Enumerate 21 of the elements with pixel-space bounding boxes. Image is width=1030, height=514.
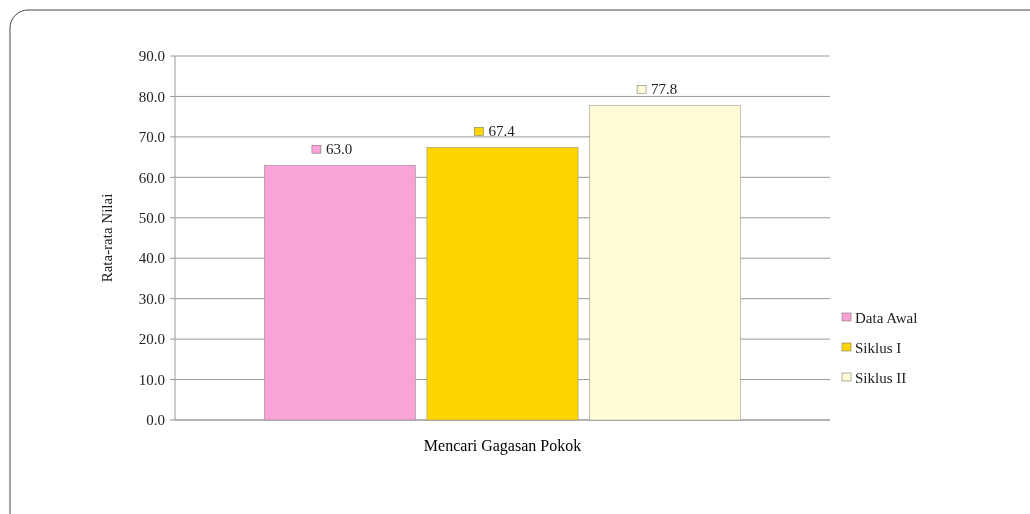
- y-tick-label: 40.0: [138, 250, 165, 267]
- legend-label: Data Awal: [855, 310, 918, 327]
- y-tick-label: 80.0: [138, 88, 165, 105]
- bar: [264, 164, 416, 421]
- y-tick-label: 30.0: [138, 290, 165, 307]
- bar: [426, 147, 579, 421]
- y-tick-label: 90.0: [138, 48, 165, 65]
- y-tick-label: 0.0: [146, 412, 165, 429]
- data-label: 77.8: [651, 81, 678, 98]
- y-tick-label: 60.0: [138, 169, 165, 186]
- data-label: 63.0: [325, 141, 353, 158]
- y-tick-label: 50.0: [138, 210, 165, 227]
- y-axis-title: Rata-rata Nilai: [99, 193, 115, 283]
- bar: [589, 105, 741, 421]
- data-label: 67.4: [488, 123, 516, 140]
- y-tick-label: 20.0: [138, 331, 165, 348]
- y-tick-label: 10.0: [138, 371, 165, 388]
- legend-label: Siklus I: [855, 340, 902, 357]
- x-tick-label: Mencari Gagasan Pokok: [423, 437, 582, 455]
- y-tick-label: 70.0: [138, 129, 165, 146]
- legend-label: Siklus II: [855, 370, 907, 387]
